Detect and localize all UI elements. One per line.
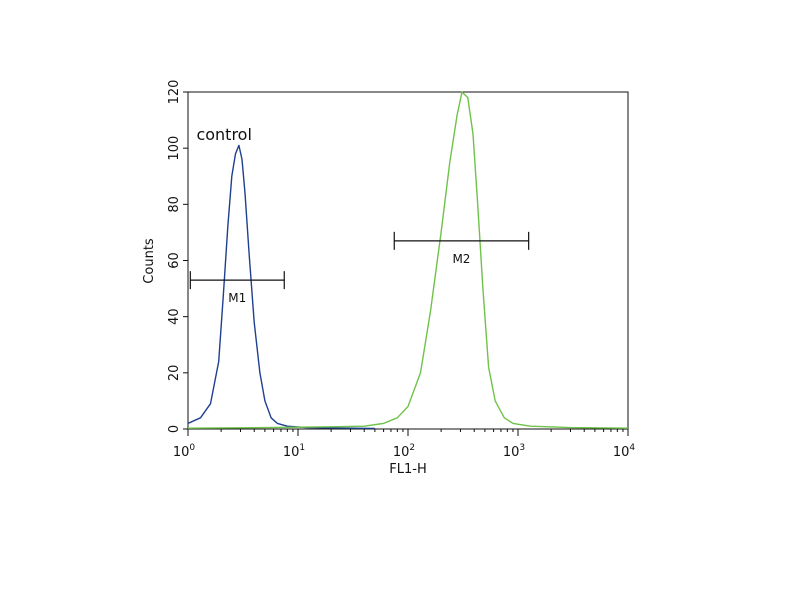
series-layer [187, 91, 629, 430]
x-tick-label: 103 [503, 443, 525, 460]
y-tick-label: 40 [167, 308, 182, 325]
y-tick-label: 20 [167, 365, 182, 382]
annotation-control: control [196, 125, 251, 144]
series-sample [187, 91, 629, 429]
marker-m2: M2 [393, 231, 530, 266]
marker-label: M1 [228, 291, 246, 305]
y-axis: 0 20 40 60 80 100 120 [167, 80, 188, 433]
plot-frame [187, 91, 629, 430]
x-tick-label: 102 [393, 443, 415, 460]
y-tick-label: 80 [167, 196, 182, 213]
y-tick-label: 100 [167, 136, 182, 161]
y-tick-label: 120 [167, 80, 182, 105]
marker-m1: M1 [189, 271, 285, 305]
x-axis-label: FL1-H [389, 462, 426, 477]
x-tick-label: 101 [283, 443, 305, 460]
marker-label: M2 [452, 252, 470, 266]
y-axis-label: Counts [142, 238, 157, 284]
y-tick-label: 0 [167, 425, 182, 433]
x-axis: 100 101 102 103 104 [173, 429, 636, 460]
markers: M1 M2 [189, 231, 530, 305]
x-tick-label: 104 [613, 443, 636, 460]
x-tick-label: 100 [173, 443, 196, 460]
y-tick-label: 60 [167, 252, 182, 269]
